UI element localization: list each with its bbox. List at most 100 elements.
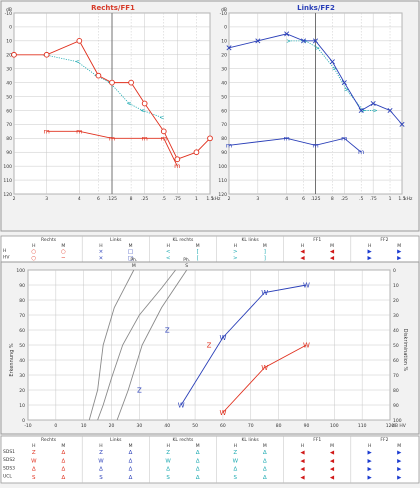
audiogram-right-x-tick: .125 xyxy=(107,196,117,202)
audiogram-right-ucl-line xyxy=(46,130,178,167)
speech-x-tick: 80 xyxy=(276,423,282,429)
audiogram-left-y-tick: 110 xyxy=(218,178,227,184)
speech-series-point: Z xyxy=(137,387,142,395)
speech-y-tick-right: 80 xyxy=(393,388,399,394)
audiogram-left-ucl-point: m xyxy=(341,134,347,142)
speech-series-point: W xyxy=(303,282,310,290)
audiogram-left-ucl-point: m xyxy=(358,148,364,156)
legend-bottom-symbol: ▶ xyxy=(397,458,402,464)
legend-bottom-symbol: ∆ xyxy=(31,467,36,473)
legend-bottom-symbol: W xyxy=(31,458,37,464)
audiogram-right[interactable]: -10 0 10 20 30 40 50 60 70 80 90 100 110 120 dB .125 .25… xyxy=(3,7,221,202)
audiogram-right-y-tick: 100 xyxy=(3,164,12,170)
legend-top-col-header: M xyxy=(196,243,200,249)
legend-bottom-symbol: ∆ xyxy=(262,475,267,481)
audiogram-right-x-tick: .25 xyxy=(141,196,148,202)
audiogram-left[interactable]: -10 0 10 20 30 40 50 60 70 80 90 100 110 120 dB .125 .25… xyxy=(218,7,413,202)
audiogram-right-title: Rechts/FF1 xyxy=(91,4,135,12)
audiogram-right-air-point xyxy=(95,72,102,79)
audiogram-right-y-tick: 60 xyxy=(6,108,12,114)
audiogram-right-ucl-point: m xyxy=(141,134,147,142)
speech-series-line xyxy=(222,344,307,413)
legend-top-col-header: H xyxy=(234,243,237,249)
audiogram-left-y-tick: 40 xyxy=(221,80,227,86)
audiogram-right-y-tick: 120 xyxy=(3,192,12,198)
speech-y-tick-left: 70 xyxy=(19,313,25,319)
speech-y-tick-left: 0 xyxy=(22,418,25,424)
audiogram-left-x-tick: 3 xyxy=(256,196,259,202)
audiogram-right-air-point xyxy=(141,100,148,107)
speech-series-point: Z xyxy=(207,342,212,350)
legend-bottom-symbol: ∆ xyxy=(61,450,66,456)
speech-y-tick-left: 60 xyxy=(19,328,25,334)
audiogram-left-air-point xyxy=(284,31,290,37)
legend-top-col-header: M xyxy=(397,243,401,249)
audiogram-right-db-label: dB xyxy=(6,7,12,13)
speech-x-tick: 20 xyxy=(109,423,115,429)
audiogram-right-bone-point: < xyxy=(127,101,132,108)
legend-bottom-symbol: ▶ xyxy=(397,475,402,481)
audiogram-left-air-point xyxy=(387,107,393,113)
legend-top-symbol: < xyxy=(166,255,171,261)
legend-top-col-header: M xyxy=(330,243,334,249)
audiogram-left-x-tick: .25 xyxy=(341,196,348,202)
legend-top-col-header: H xyxy=(99,243,102,249)
audiogram-right-air-point xyxy=(160,128,167,135)
legend-bottom-symbol: Z xyxy=(233,450,237,456)
speech-x-tick: 40 xyxy=(164,423,170,429)
legend-bottom-symbol: ▶ xyxy=(368,458,373,464)
legend-bottom-col-header: M xyxy=(196,443,200,449)
audiogram-left-ucl-line xyxy=(228,137,362,153)
speech-audiogram[interactable]: 0102030405060708090100100908070605040302… xyxy=(16,257,406,429)
speech-reference-label: S xyxy=(185,263,188,269)
audiogram-left-x-tick: .5 xyxy=(359,196,363,202)
audiogram-right-x-tick: 1.5 xyxy=(206,196,213,202)
legend-top-symbol: □ xyxy=(128,249,133,255)
audiogram-right-bone-point: < xyxy=(159,114,164,121)
legend-bottom-symbol: ∆ xyxy=(128,458,133,464)
legend-top-group-label: FF1 xyxy=(313,237,321,243)
audiogram-left-bone-point: > xyxy=(373,107,378,114)
audiogram-right-air-point xyxy=(109,79,115,86)
legend-top-row-label: HV xyxy=(3,254,10,260)
legend-bottom-symbol: ▶ xyxy=(368,475,373,481)
audiogram-right-bone-point: < xyxy=(140,107,145,114)
audiogram-left-x-tick: 1 xyxy=(389,196,392,202)
legend-bottom-symbol: ▶ xyxy=(368,467,373,473)
speech-reference-label: M xyxy=(132,263,136,269)
legend-top-symbol: ▶ xyxy=(368,249,373,255)
legend-bottom-col-header: H xyxy=(166,443,169,449)
legend-bottom-row-label: SDS1 xyxy=(3,449,15,455)
legend-bottom-symbol: ∆ xyxy=(128,467,133,473)
speech-x-tick: 10 xyxy=(81,423,87,429)
legend-bottom-group-label: Links xyxy=(110,437,122,443)
legend-top-col-header: H xyxy=(166,243,169,249)
legend-bottom-group-label: FF2 xyxy=(380,437,388,443)
speech-y-tick-right: 30 xyxy=(393,313,399,319)
speech-x-tick: 110 xyxy=(358,423,367,429)
legend-bottom-symbol: W xyxy=(165,458,171,464)
speech-reference-curve xyxy=(116,269,188,421)
legend-bottom-col-header: H xyxy=(99,443,102,449)
legend-top-col-header: H xyxy=(301,243,304,249)
audiogram-left-x-tick: 1.5 xyxy=(398,196,405,202)
legend-bottom-symbol: ∆ xyxy=(262,458,267,464)
speech-y-tick-left: 30 xyxy=(19,373,25,379)
audiogram-right-ucl-point: m xyxy=(43,127,49,135)
legend-top-symbol: − xyxy=(61,255,66,261)
speech-x-tick: 30 xyxy=(137,423,143,429)
speech-x-tick: 70 xyxy=(248,423,254,429)
audiogram-left-air-point xyxy=(312,38,319,44)
legend-bottom-box xyxy=(0,435,420,484)
legend-bottom-col-header: M xyxy=(129,443,133,449)
audiogram-left-bone-point: > xyxy=(332,66,337,73)
legend-bottom-symbol: ◀ xyxy=(300,450,305,456)
speech-series-point: W xyxy=(178,402,185,410)
speech-x-tick: 60 xyxy=(220,423,226,429)
legend-top-symbol: ▶ xyxy=(397,249,402,255)
legend-bottom-col-header: M xyxy=(61,443,65,449)
audiogram-right-y-tick: 110 xyxy=(3,178,12,184)
legend-bottom-symbol: ∆ xyxy=(262,467,267,473)
audiogram-left-x-tick: 4 xyxy=(285,196,288,202)
audiogram-right-air-point xyxy=(76,37,83,44)
